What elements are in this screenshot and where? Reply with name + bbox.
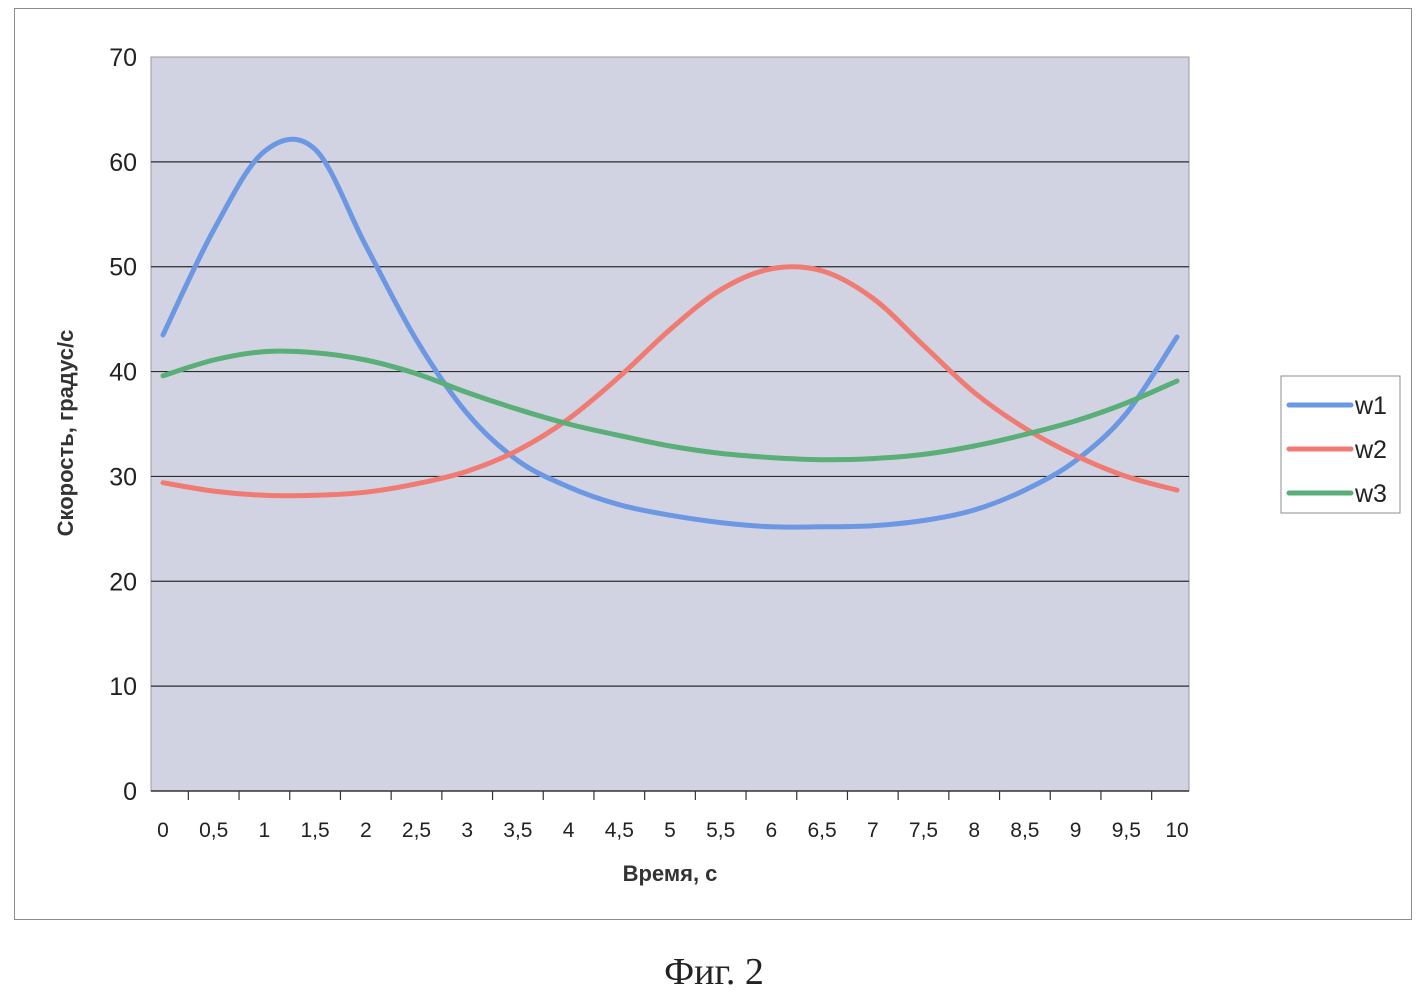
chart-frame: 0 10 20 30 40 50 60 70 0 0,5 1 1,5 2 2,5 3 3,5 4 4,5 5 5,5 6… [14,8,1412,920]
x-tick-label: 1,5 [300,819,329,842]
x-tick-label: 10 [1165,819,1188,842]
legend-label-w1: w1 [1354,392,1387,420]
x-tick-label: 7,5 [909,819,938,842]
y-tick-label: 30 [109,463,137,491]
x-tick-label: 8 [968,819,980,842]
y-tick-label: 0 [123,778,137,806]
y-tick-label: 70 [109,44,137,72]
y-tick-label: 40 [109,359,137,387]
y-tick-label: 10 [109,673,137,701]
x-tick-label: 8,5 [1010,819,1039,842]
plot-area [151,57,1189,791]
x-tick-label: 4 [563,819,575,842]
y-tick-label: 60 [109,149,137,177]
x-tick-label: 6,5 [807,819,836,842]
x-tick-label: 3 [461,819,473,842]
figure-caption: Фиг. 2 [0,950,1428,994]
x-tick-label: 2,5 [402,819,431,842]
x-tick-label: 1 [259,819,271,842]
x-tick-label: 4,5 [605,819,634,842]
legend-label-w3: w3 [1354,480,1387,508]
x-tick-label: 7 [867,819,879,842]
legend: w1 w2 w3 [1281,376,1400,513]
x-tick-label: 5,5 [706,819,735,842]
x-tick-label: 3,5 [503,819,532,842]
line-chart: 0 10 20 30 40 50 60 70 0 0,5 1 1,5 2 2,5 3 3,5 4 4,5 5 5,5 6… [15,9,1411,919]
x-axis-title: Время, с [623,861,718,886]
y-axis-title: Скорость, градус/с [53,330,78,537]
x-tick-label: 2 [360,819,372,842]
x-tick-label: 0,5 [199,819,228,842]
y-tick-label: 20 [109,568,137,596]
x-tick-label: 5 [664,819,676,842]
x-tick-label: 0 [157,819,169,842]
legend-label-w2: w2 [1354,436,1387,464]
x-tick-label: 6 [766,819,778,842]
y-tick-label: 50 [109,254,137,282]
x-tick-label: 9,5 [1112,819,1141,842]
x-tick-label: 9 [1070,819,1082,842]
